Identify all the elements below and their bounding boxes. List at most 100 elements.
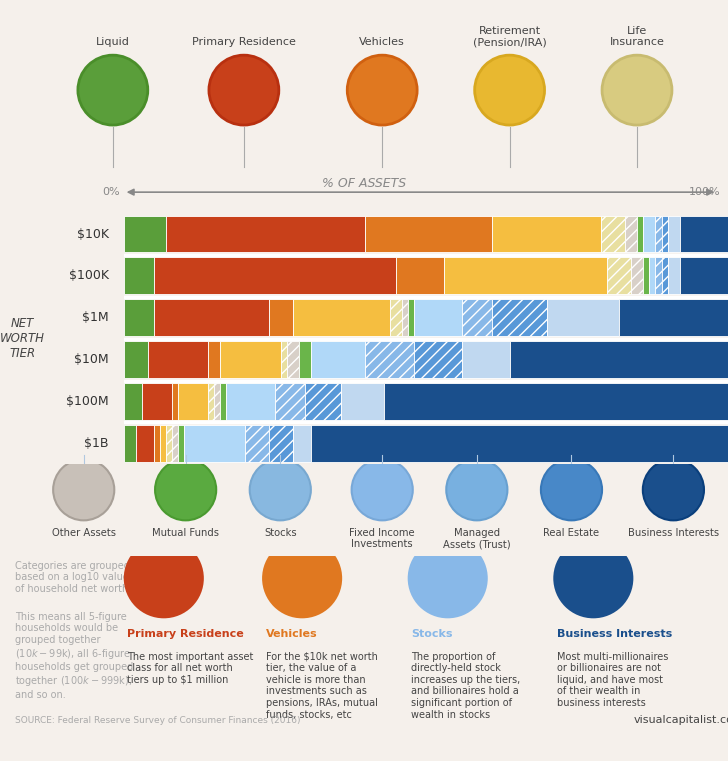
Ellipse shape bbox=[446, 459, 507, 521]
Bar bbox=[178, 425, 184, 462]
Bar bbox=[148, 341, 208, 378]
Bar bbox=[160, 425, 166, 462]
Ellipse shape bbox=[602, 55, 672, 125]
Bar bbox=[680, 215, 728, 253]
Bar bbox=[124, 425, 136, 462]
Bar bbox=[462, 341, 510, 378]
Text: Fixed Income
Investments: Fixed Income Investments bbox=[349, 527, 415, 549]
Text: Business Interests: Business Interests bbox=[557, 629, 672, 638]
Bar bbox=[154, 299, 269, 336]
Text: 0%: 0% bbox=[103, 187, 120, 197]
Ellipse shape bbox=[541, 459, 602, 521]
Text: Liquid: Liquid bbox=[96, 37, 130, 47]
Bar bbox=[638, 215, 644, 253]
Bar bbox=[172, 383, 178, 420]
Text: For the $10k net worth
tier, the value of a
vehicle is more than
investments suc: For the $10k net worth tier, the value o… bbox=[266, 651, 378, 720]
Bar bbox=[649, 257, 655, 295]
Bar bbox=[293, 299, 389, 336]
Text: Other Assets: Other Assets bbox=[52, 527, 116, 538]
Text: Retirement
(Pension/IRA): Retirement (Pension/IRA) bbox=[472, 26, 547, 47]
Bar bbox=[281, 341, 287, 378]
Bar bbox=[668, 257, 680, 295]
Ellipse shape bbox=[553, 538, 633, 619]
Bar bbox=[208, 341, 221, 378]
Text: Mutual Funds: Mutual Funds bbox=[152, 527, 219, 538]
Text: Stocks: Stocks bbox=[264, 527, 296, 538]
Text: Vehicles: Vehicles bbox=[266, 629, 317, 638]
Bar bbox=[644, 215, 655, 253]
Bar bbox=[299, 341, 311, 378]
Text: This means all 5-figure
households would be
grouped together
($10k-$99k), all 6-: This means all 5-figure households would… bbox=[15, 612, 132, 700]
Bar bbox=[124, 383, 142, 420]
Text: Primary Residence: Primary Residence bbox=[192, 37, 296, 47]
Bar bbox=[414, 341, 462, 378]
Text: Business Interests: Business Interests bbox=[628, 527, 719, 538]
Text: SOURCE: Federal Reserve Survey of Consumer Finances (2016): SOURCE: Federal Reserve Survey of Consum… bbox=[15, 716, 300, 725]
Bar bbox=[172, 425, 178, 462]
Bar bbox=[166, 215, 365, 253]
Text: $10K: $10K bbox=[77, 228, 109, 240]
Text: Managed
Assets (Trust): Managed Assets (Trust) bbox=[443, 527, 510, 549]
Bar bbox=[154, 257, 396, 295]
Ellipse shape bbox=[53, 459, 114, 521]
Bar bbox=[154, 425, 160, 462]
Bar bbox=[178, 383, 208, 420]
Ellipse shape bbox=[347, 55, 417, 125]
Bar bbox=[668, 215, 680, 253]
Bar bbox=[208, 383, 215, 420]
Bar bbox=[226, 383, 275, 420]
Bar bbox=[644, 257, 649, 295]
Bar bbox=[341, 383, 384, 420]
Text: 100%: 100% bbox=[689, 187, 721, 197]
Text: Stocks: Stocks bbox=[411, 629, 453, 638]
Bar bbox=[444, 257, 607, 295]
Bar bbox=[166, 425, 172, 462]
Bar bbox=[311, 425, 728, 462]
Bar bbox=[396, 257, 444, 295]
Text: visualcapitalist.com: visualcapitalist.com bbox=[633, 715, 728, 725]
Bar bbox=[655, 215, 662, 253]
Bar bbox=[662, 215, 668, 253]
Bar bbox=[625, 215, 638, 253]
Text: % OF ASSETS: % OF ASSETS bbox=[322, 177, 406, 190]
Text: The proportion of
directly-held stock
increases up the tiers,
and billionaires h: The proportion of directly-held stock in… bbox=[411, 651, 521, 720]
Text: Categories are grouped
based on a log10 value
of household net worth.: Categories are grouped based on a log10 … bbox=[15, 561, 131, 594]
Text: $10M: $10M bbox=[74, 353, 109, 366]
Ellipse shape bbox=[262, 538, 342, 619]
Bar bbox=[402, 299, 408, 336]
Bar bbox=[620, 299, 728, 336]
Bar bbox=[384, 383, 728, 420]
Bar bbox=[365, 215, 492, 253]
Bar bbox=[662, 257, 668, 295]
Bar bbox=[215, 383, 221, 420]
Bar bbox=[124, 299, 154, 336]
Bar bbox=[136, 425, 154, 462]
Bar bbox=[124, 257, 154, 295]
Bar bbox=[269, 299, 293, 336]
Bar bbox=[510, 341, 728, 378]
Ellipse shape bbox=[250, 459, 311, 521]
Ellipse shape bbox=[643, 459, 704, 521]
Text: Primary Residence: Primary Residence bbox=[127, 629, 244, 638]
Bar bbox=[365, 341, 414, 378]
Text: The most important asset
class for all net worth
tiers up to $1 million: The most important asset class for all n… bbox=[127, 651, 254, 685]
Bar bbox=[655, 257, 662, 295]
Ellipse shape bbox=[408, 538, 488, 619]
Bar bbox=[414, 299, 462, 336]
Ellipse shape bbox=[124, 538, 204, 619]
Text: $100M: $100M bbox=[66, 395, 109, 408]
Bar bbox=[124, 341, 148, 378]
Bar bbox=[287, 341, 299, 378]
Text: $100K: $100K bbox=[69, 269, 109, 282]
Text: NET
WORTH
TIER: NET WORTH TIER bbox=[0, 317, 45, 360]
Bar bbox=[607, 257, 631, 295]
Bar bbox=[408, 299, 414, 336]
Ellipse shape bbox=[209, 55, 279, 125]
Bar bbox=[311, 341, 365, 378]
Bar bbox=[293, 425, 311, 462]
Text: Most multi-millionaires
or billionaires are not
liquid, and have most
of their w: Most multi-millionaires or billionaires … bbox=[557, 651, 668, 708]
Ellipse shape bbox=[475, 55, 545, 125]
Bar bbox=[245, 425, 269, 462]
Bar bbox=[275, 383, 305, 420]
Bar bbox=[601, 215, 625, 253]
